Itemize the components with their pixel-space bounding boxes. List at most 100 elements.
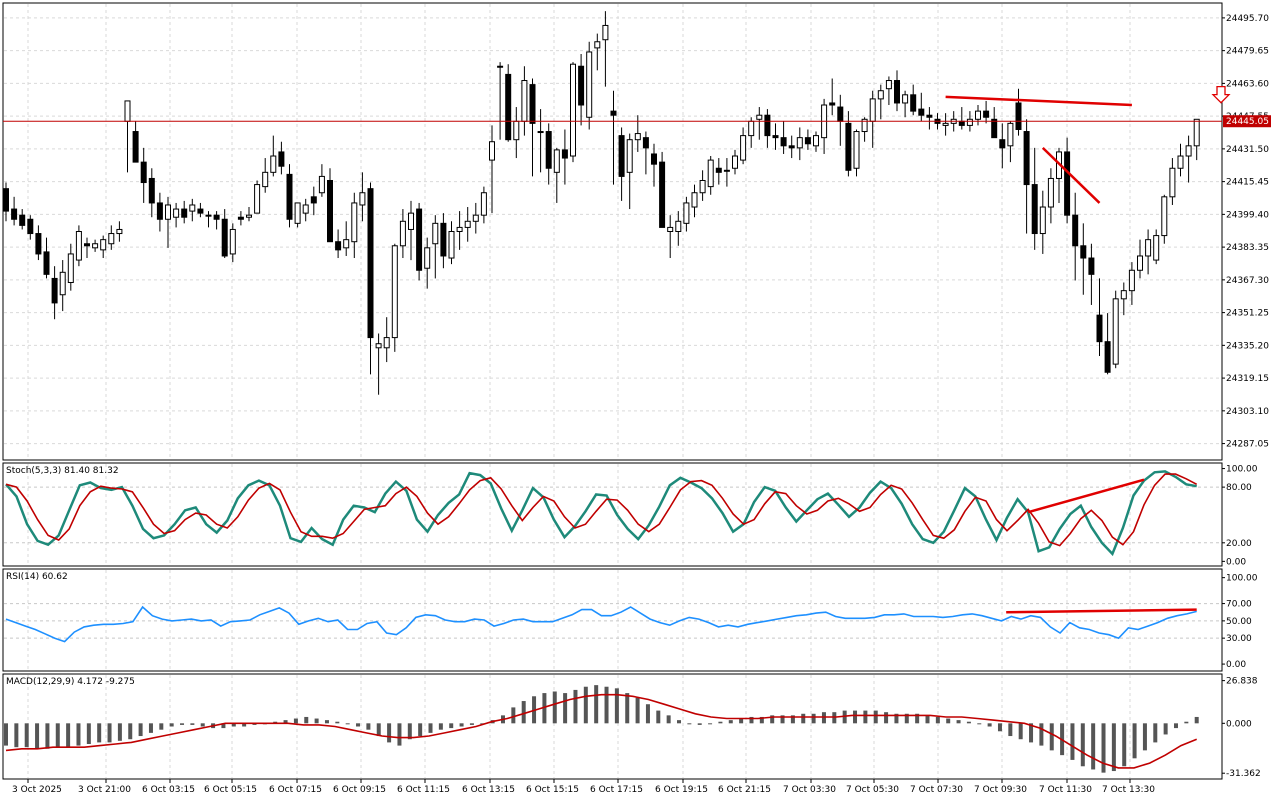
- bull-candle: [294, 202, 301, 224]
- macd-histogram-bar: [749, 716, 754, 724]
- bear-candle: [1031, 184, 1038, 235]
- bull-candle: [229, 228, 236, 255]
- y-tick-label: 30.00: [1226, 634, 1252, 644]
- bull-candle: [432, 222, 439, 245]
- macd-histogram-bar: [469, 723, 474, 725]
- macd-histogram-bar: [1008, 723, 1013, 737]
- macd-histogram-bar: [128, 723, 133, 740]
- price-panel[interactable]: 24495.7024479.6524463.6024447.5524431.50…: [2, 2, 1271, 461]
- bull-candle: [683, 202, 690, 224]
- macd-histogram-bar: [293, 718, 298, 724]
- bull-candle: [359, 192, 366, 206]
- bear-candle: [829, 102, 836, 106]
- macd-histogram-bar: [552, 691, 557, 724]
- macd-histogram-bar: [1132, 723, 1137, 759]
- macd-histogram-bar: [759, 716, 764, 724]
- bear-candle: [918, 108, 925, 116]
- y-tick-label: 24463.60: [1226, 79, 1269, 89]
- bear-candle: [894, 80, 900, 104]
- bear-candle: [618, 135, 625, 177]
- bull-candle: [75, 231, 82, 261]
- indicator-title: MACD(12,29,9) 4.172 -9.275: [6, 677, 135, 687]
- macd-panel[interactable]: 26.838 0.000 -31.362 MACD(12,29,9) 4.172 -9…: [2, 673, 1261, 780]
- bear-candle: [181, 208, 188, 218]
- macd-histogram-bar: [687, 723, 692, 725]
- trendline: [945, 95, 1132, 107]
- macd-histogram-bar: [1080, 723, 1085, 767]
- macd-histogram-bar: [4, 723, 8, 746]
- indicator-line: [5, 473, 1198, 547]
- bull-candle: [1153, 235, 1160, 261]
- bull-candle: [966, 118, 973, 126]
- bear-candle: [335, 241, 342, 251]
- y-tick-label: 24367.30: [1226, 276, 1269, 286]
- bear-candle: [1064, 151, 1071, 216]
- bull-candle: [1185, 145, 1192, 157]
- indicator-title: Stoch(5,3,3) 81.40 81.32: [6, 466, 119, 476]
- macd-histogram-bar: [314, 718, 319, 724]
- bull-candle: [472, 214, 479, 222]
- bear-candle: [642, 137, 649, 149]
- macd-histogram-bar: [55, 723, 60, 748]
- bull-candle: [399, 220, 406, 247]
- macd-histogram-bar: [1173, 723, 1178, 729]
- x-tick-label: 6 Oct 03:15: [142, 785, 195, 795]
- bear-candle: [659, 161, 666, 228]
- y-tick-label: 24303.10: [1226, 407, 1269, 417]
- bull-candle: [877, 90, 884, 100]
- macd-histogram-bar: [635, 697, 640, 724]
- bear-candle: [845, 122, 852, 171]
- bull-candle: [626, 139, 633, 173]
- bear-candle: [140, 161, 147, 184]
- y-tick-label: 24399.40: [1226, 210, 1269, 220]
- x-tick-label: 6 Oct 05:15: [204, 785, 257, 795]
- trendline: [1041, 146, 1101, 204]
- y-tick-label: 50.00: [1226, 617, 1252, 627]
- macd-signal-line: [5, 693, 1198, 769]
- macd-histogram-bar: [148, 723, 153, 733]
- macd-histogram-bar: [946, 718, 951, 724]
- macd-histogram-bar: [656, 710, 661, 724]
- bear-candle: [35, 233, 42, 255]
- bull-candle: [813, 135, 819, 147]
- y-tick-label: 24383.35: [1226, 243, 1269, 253]
- bull-candle: [675, 220, 682, 232]
- macd-histogram-bar: [97, 723, 102, 743]
- bear-candle: [926, 114, 933, 118]
- macd-histogram-bar: [459, 723, 464, 727]
- macd-histogram-bar: [428, 723, 433, 733]
- bull-candle: [1161, 196, 1168, 237]
- bull-candle: [1047, 177, 1054, 208]
- y-tick-label: 24287.05: [1226, 440, 1269, 450]
- macd-histogram-bar: [594, 685, 599, 724]
- y-tick-label: 24431.50: [1226, 145, 1269, 155]
- macd-histogram-bar: [1163, 723, 1168, 735]
- macd-histogram-bar: [397, 723, 402, 746]
- bull-candle: [699, 179, 706, 194]
- macd-histogram-bar: [180, 723, 185, 725]
- x-tick-label: 7 Oct 03:30: [783, 785, 836, 795]
- bear-candle: [983, 110, 990, 118]
- macd-histogram-bar: [1194, 716, 1199, 724]
- bull-candle: [205, 214, 212, 217]
- panel-frame: [2, 462, 1223, 567]
- macd-histogram-bar: [780, 715, 785, 724]
- macd-histogram-bar: [677, 720, 682, 724]
- bull-candle: [262, 171, 269, 188]
- macd-histogram-bar: [583, 686, 588, 724]
- macd-histogram-bar: [697, 723, 702, 725]
- bull-candle: [108, 233, 115, 245]
- macd-histogram-bar: [159, 723, 164, 730]
- bull-candle: [456, 226, 463, 233]
- y-tick-label: 24415.45: [1226, 178, 1269, 188]
- stochastic-panel[interactable]: 100.00 80.00 20.00 0.00 Stoch(5,3,3) 81.40 8…: [2, 462, 1258, 567]
- bull-candle: [189, 204, 196, 212]
- bull-candle: [902, 94, 909, 104]
- y-tick-label: 100.00: [1226, 574, 1258, 584]
- bull-candle: [885, 80, 892, 90]
- bull-candle: [173, 208, 180, 218]
- macd-histogram-bar: [418, 723, 423, 737]
- macd-histogram-bar: [997, 723, 1002, 732]
- rsi-panel[interactable]: 100.00 70.00 50.00 30.00 0.00 RSI(14) 60.62: [2, 568, 1258, 672]
